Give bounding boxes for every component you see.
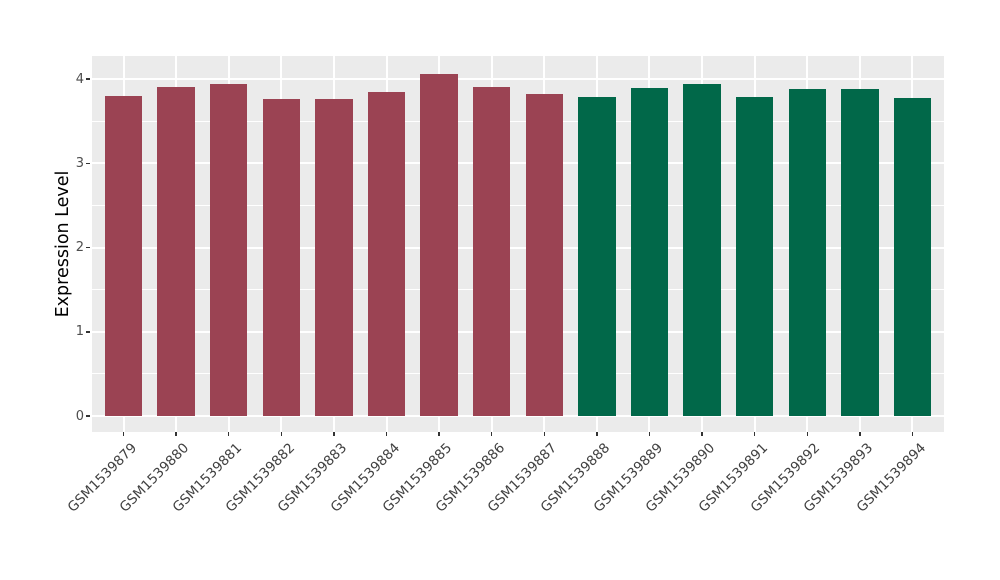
x-tick-mark (648, 432, 651, 436)
minor-gridline (92, 205, 944, 206)
major-gridline (92, 415, 944, 417)
y-tick-mark (86, 246, 90, 249)
x-tick-mark (385, 432, 388, 436)
x-tick-mark (122, 432, 125, 436)
x-tick-mark (596, 432, 598, 436)
y-tick-label: 4 (75, 71, 84, 87)
bar-GSM1539887 (525, 94, 564, 416)
x-tick-mark (227, 432, 230, 436)
x-tick-mark (438, 432, 440, 436)
minor-gridline (92, 373, 944, 375)
x-tick-mark (280, 432, 283, 436)
bar-GSM1539879 (104, 96, 143, 416)
minor-gridline (92, 289, 944, 291)
bar-GSM1539891 (735, 96, 774, 416)
x-tick-mark (333, 432, 335, 436)
bar-GSM1539884 (367, 91, 406, 416)
plot-panel (92, 56, 944, 432)
major-gridline (92, 162, 944, 165)
y-tick-mark (86, 162, 90, 165)
y-tick-label: 0 (75, 408, 84, 424)
x-tick-mark (806, 432, 808, 436)
y-tick-mark (86, 415, 90, 417)
bar-GSM1539886 (472, 86, 511, 416)
bar-GSM1539893 (841, 89, 879, 416)
y-tick-mark (86, 78, 90, 80)
x-tick-mark (543, 432, 546, 436)
x-tick-mark (911, 432, 914, 436)
bar-GSM1539883 (315, 99, 353, 416)
bar-GSM1539892 (788, 89, 826, 416)
major-gridline (92, 78, 944, 81)
x-tick-mark (490, 432, 493, 436)
y-axis-title: Expression Level (53, 170, 73, 318)
bar-GSM1539888 (578, 96, 616, 416)
bar-GSM1539880 (157, 86, 195, 416)
x-tick-mark (859, 432, 861, 436)
y-tick-label: 2 (75, 240, 84, 256)
y-tick-label: 1 (75, 324, 84, 340)
x-tick-mark (701, 432, 703, 436)
y-tick-mark (86, 331, 90, 333)
major-gridline (92, 246, 944, 249)
bar-GSM1539882 (262, 98, 301, 416)
x-tick-mark (753, 432, 756, 436)
bar-GSM1539881 (209, 84, 248, 416)
bar-GSM1539890 (683, 84, 721, 416)
x-tick-mark (175, 432, 177, 436)
y-tick-label: 3 (75, 155, 84, 171)
major-gridline (92, 330, 944, 333)
bar-GSM1539885 (420, 74, 458, 416)
bar-GSM1539894 (893, 97, 932, 416)
bar-GSM1539889 (630, 87, 669, 416)
minor-gridline (92, 120, 944, 122)
